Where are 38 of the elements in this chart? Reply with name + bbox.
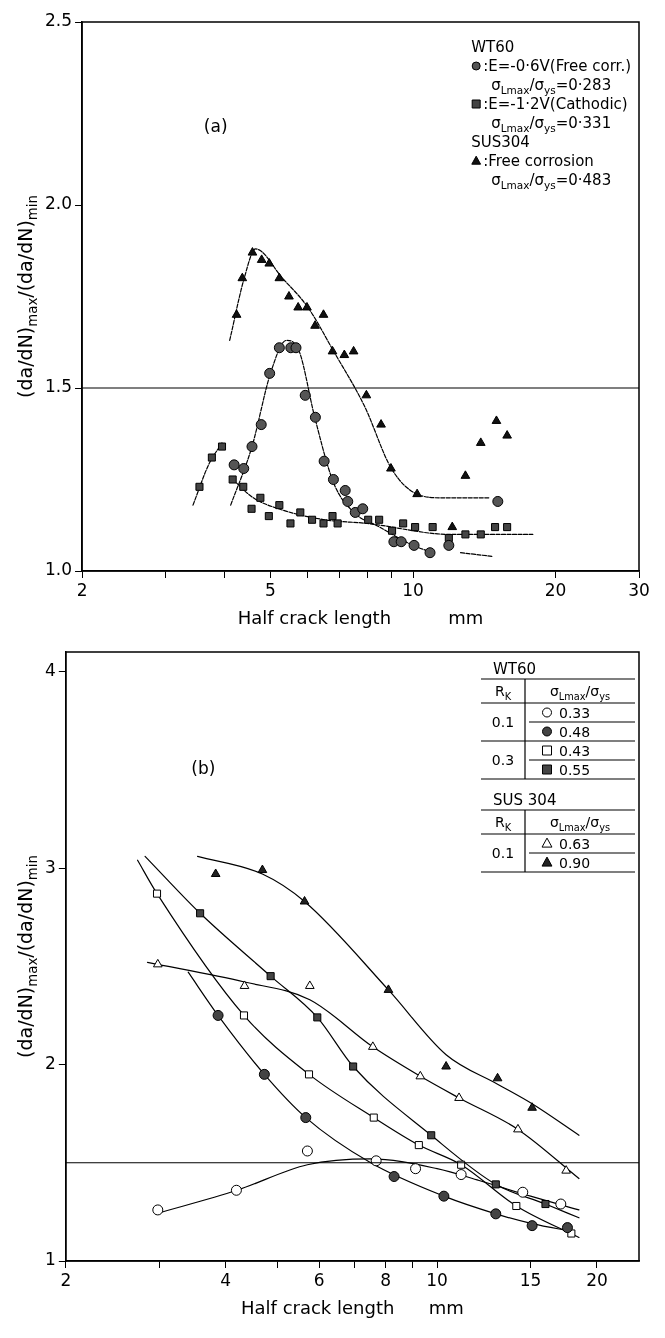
annotation: SUS304 xyxy=(471,133,530,151)
x-tick-label: 8 xyxy=(380,1269,391,1290)
annotation: 0.1 xyxy=(491,714,515,730)
x-tick-label: 20 xyxy=(544,579,567,600)
legend-label: 0.48 xyxy=(559,723,591,740)
x-tick-label: 5 xyxy=(265,579,276,600)
y-tick-label: 2 xyxy=(44,1052,56,1073)
legend-label: 0.33 xyxy=(559,704,591,721)
y-tick-label: 1 xyxy=(44,1249,56,1270)
legend-label: 0.90 xyxy=(559,854,591,871)
x-tick-label: 15 xyxy=(519,1269,542,1290)
legend-label: 0.43 xyxy=(559,742,591,759)
y-tick-label: 3 xyxy=(44,856,56,877)
annotation: WT60 xyxy=(493,660,537,678)
y-tick-label: 1.5 xyxy=(44,376,73,397)
y-tick-label: 2.5 xyxy=(44,10,73,31)
y-tick-label: 1.0 xyxy=(44,559,73,580)
y-axis-title: (da/dN)max/(da/dN)min xyxy=(14,195,41,398)
y-tick-label: 2.0 xyxy=(44,193,73,214)
annotation: WT60 xyxy=(471,38,515,56)
x-tick-label: 10 xyxy=(402,579,424,600)
annotation: 0.3 xyxy=(491,752,515,768)
x-tick-label: 2 xyxy=(76,579,88,600)
y-axis-title: (da/dN)max/(da/dN)min xyxy=(14,855,41,1058)
x-tick-label: 10 xyxy=(426,1269,448,1290)
legend-label: 0.63 xyxy=(559,835,591,852)
x-tick-label: 6 xyxy=(313,1269,325,1290)
annotation: 0.1 xyxy=(491,845,515,861)
x-tick-label: 30 xyxy=(628,579,650,600)
x-tick-label: 20 xyxy=(586,1269,608,1290)
y-tick-label: 4 xyxy=(44,660,56,681)
legend-label: 0.55 xyxy=(559,761,591,778)
annotation: SUS 304 xyxy=(493,791,557,809)
x-axis-title: Half crack length mm xyxy=(237,606,484,628)
annotation: (b) xyxy=(191,757,216,778)
annotation: (a) xyxy=(203,115,228,136)
x-axis-title: Half crack length mm xyxy=(241,1296,464,1318)
x-tick-label: 4 xyxy=(220,1269,232,1290)
